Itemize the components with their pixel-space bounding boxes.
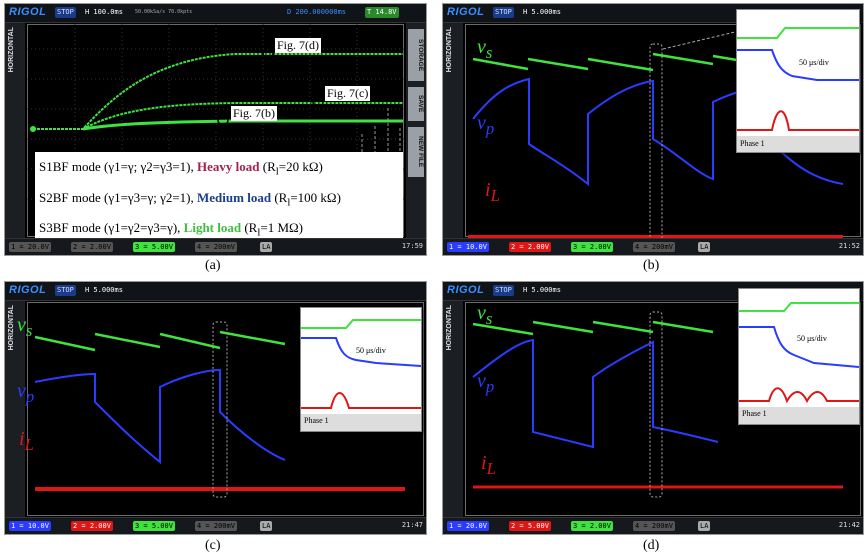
mode-legend: S1BF mode (γ1=γ; γ2=γ3=1), Heavy load (R…	[35, 152, 403, 248]
scale-label: 50 μs/div	[356, 346, 386, 355]
scale-label: 50 μs/div	[797, 334, 827, 343]
ch3-setting[interactable]: 3 = 5.00V	[133, 242, 175, 252]
channel-bar: 1 = 20.0V 2 = 5.00V 3 = 2.00V 4 = 200mV …	[443, 517, 863, 534]
clock: 17:59	[401, 242, 423, 250]
ch4-setting[interactable]: 4 = 200mV	[195, 242, 237, 252]
mode-s3bf: S3BF mode (γ1=γ2=γ3=γ), Light load (Rl=1…	[39, 220, 303, 239]
caption-d: (d)	[643, 538, 660, 553]
figref-b: Fig. 7(b)	[231, 106, 277, 121]
channel-bar: 1 = 10.0V 2 = 2.00V 3 = 2.00V 4 = 200mV …	[443, 238, 863, 255]
horizontal-sidebar: HORIZONTAL	[443, 301, 463, 517]
phase-label: Phase 1	[304, 416, 329, 425]
stop-status[interactable]: STOP	[55, 285, 76, 296]
la-setting[interactable]: LA	[698, 521, 711, 531]
timebase[interactable]: H 5.000ms	[85, 286, 123, 294]
stop-status[interactable]: STOP	[493, 285, 514, 296]
vp-label: vp	[477, 112, 495, 138]
ch4-setting[interactable]: 4 = 200mV	[195, 521, 237, 531]
il-label: iL	[19, 428, 34, 454]
horizontal-sidebar: HORIZONTAL	[443, 23, 463, 238]
timebase[interactable]: H 5.000ms	[523, 286, 561, 294]
ch1-setting[interactable]: 1 = 20.0V	[9, 242, 51, 252]
ch2-setting[interactable]: 2 = 2.00V	[71, 521, 113, 531]
ch3-setting[interactable]: 3 = 2.00V	[571, 521, 613, 531]
clock: 21:42	[838, 521, 860, 529]
ch1-setting[interactable]: 1 = 10.0V	[9, 521, 51, 531]
phase-label: Phase 1	[742, 409, 767, 418]
caption-a: (a)	[205, 258, 221, 273]
ch2-setting[interactable]: 2 = 2.00V	[509, 242, 551, 252]
scope-panel-a: RIGOL STOP H 100.0ms 50.00kSa/s 70.0kpts…	[4, 3, 427, 256]
il-label: iL	[481, 452, 496, 478]
right-button-bar: STORAGE SAVE NEW FILE	[406, 23, 426, 238]
horizontal-sidebar: HORIZONTAL	[5, 301, 25, 517]
il-label: iL	[485, 179, 500, 205]
vp-label: vp	[17, 380, 35, 406]
rigol-logo: RIGOL	[447, 6, 485, 18]
caption-c: (c)	[205, 538, 221, 553]
waveform-traces	[472, 311, 843, 498]
clock: 21:52	[838, 242, 860, 250]
save-button[interactable]: SAVE	[408, 87, 424, 121]
timebase[interactable]: H 5.000ms	[523, 8, 561, 16]
channel-bar: 1 = 20.0V 2 = 2.00V 3 = 5.00V 4 = 200mV …	[5, 238, 426, 255]
caption-b: (b)	[643, 258, 660, 273]
stop-status[interactable]: STOP	[55, 7, 76, 18]
ch3-setting[interactable]: 3 = 5.00V	[133, 521, 175, 531]
scale-label: 50 μs/div	[799, 58, 829, 67]
rigol-logo: RIGOL	[447, 284, 485, 296]
ch4-setting[interactable]: 4 = 200mV	[633, 521, 675, 531]
phase-label: Phase 1	[740, 139, 765, 148]
waveform-traces	[34, 321, 405, 498]
timebase[interactable]: H 100.0ms	[85, 8, 123, 16]
rigol-logo: RIGOL	[9, 284, 47, 296]
trigger-level[interactable]: T 14.8V	[365, 7, 399, 18]
la-setting[interactable]: LA	[260, 242, 273, 252]
delay[interactable]: D 200.000000ms	[287, 8, 347, 16]
storage-button[interactable]: STORAGE	[408, 29, 424, 81]
vp-label: vp	[477, 370, 495, 396]
ch4-setting[interactable]: 4 = 200mV	[633, 242, 675, 252]
zoom-inset: 50 μs/div Phase 1	[736, 9, 860, 153]
zoom-inset: 50 μs/div Phase 1	[738, 288, 860, 425]
vs-label: vs	[477, 36, 493, 62]
new-file-button[interactable]: NEW FILE	[408, 127, 424, 177]
clock: 21:47	[401, 521, 423, 529]
vs-label: vs	[17, 314, 33, 340]
la-setting[interactable]: LA	[698, 242, 711, 252]
ch2-setting[interactable]: 2 = 2.00V	[71, 242, 113, 252]
vs-label: vs	[477, 302, 493, 328]
scope-topbar: RIGOL STOP H 100.0ms 50.00kSa/s 70.0kpts…	[5, 4, 426, 23]
mode-s1bf: S1BF mode (γ1=γ; γ2=γ3=1), Heavy load (R…	[39, 159, 323, 178]
ch2-setting[interactable]: 2 = 5.00V	[509, 521, 551, 531]
ch1-setting[interactable]: 1 = 20.0V	[447, 521, 489, 531]
la-setting[interactable]: LA	[260, 521, 273, 531]
sample-rate: 50.00kSa/s 70.0kpts	[135, 9, 193, 15]
mode-s2bf: S2BF mode (γ1=γ3=γ; γ2=1), Medium load (…	[39, 189, 341, 209]
stop-status[interactable]: STOP	[493, 7, 514, 18]
zoom-inset: 50 μs/div Phase 1	[300, 307, 422, 432]
rigol-logo: RIGOL	[9, 6, 47, 18]
scope-panel-c: RIGOL STOP H 5.000ms HORIZONTAL vs vp iL…	[4, 281, 427, 535]
figref-d: Fig. 7(d)	[275, 38, 321, 53]
scope-panel-d: RIGOL STOP H 5.000ms HORIZONTAL vs vp iL…	[442, 281, 864, 535]
scope-panel-b: RIGOL STOP H 5.000ms HORIZONTAL vs vp iL…	[442, 3, 864, 256]
channel-bar: 1 = 10.0V 2 = 2.00V 3 = 5.00V 4 = 200mV …	[5, 517, 426, 534]
horizontal-sidebar: HORIZONTAL	[5, 23, 25, 238]
ch3-setting[interactable]: 3 = 2.00V	[571, 242, 613, 252]
scope-topbar: RIGOL STOP H 5.000ms	[5, 282, 426, 301]
figref-c: Fig. 7(c)	[325, 86, 371, 101]
ch1-setting[interactable]: 1 = 10.0V	[447, 242, 489, 252]
